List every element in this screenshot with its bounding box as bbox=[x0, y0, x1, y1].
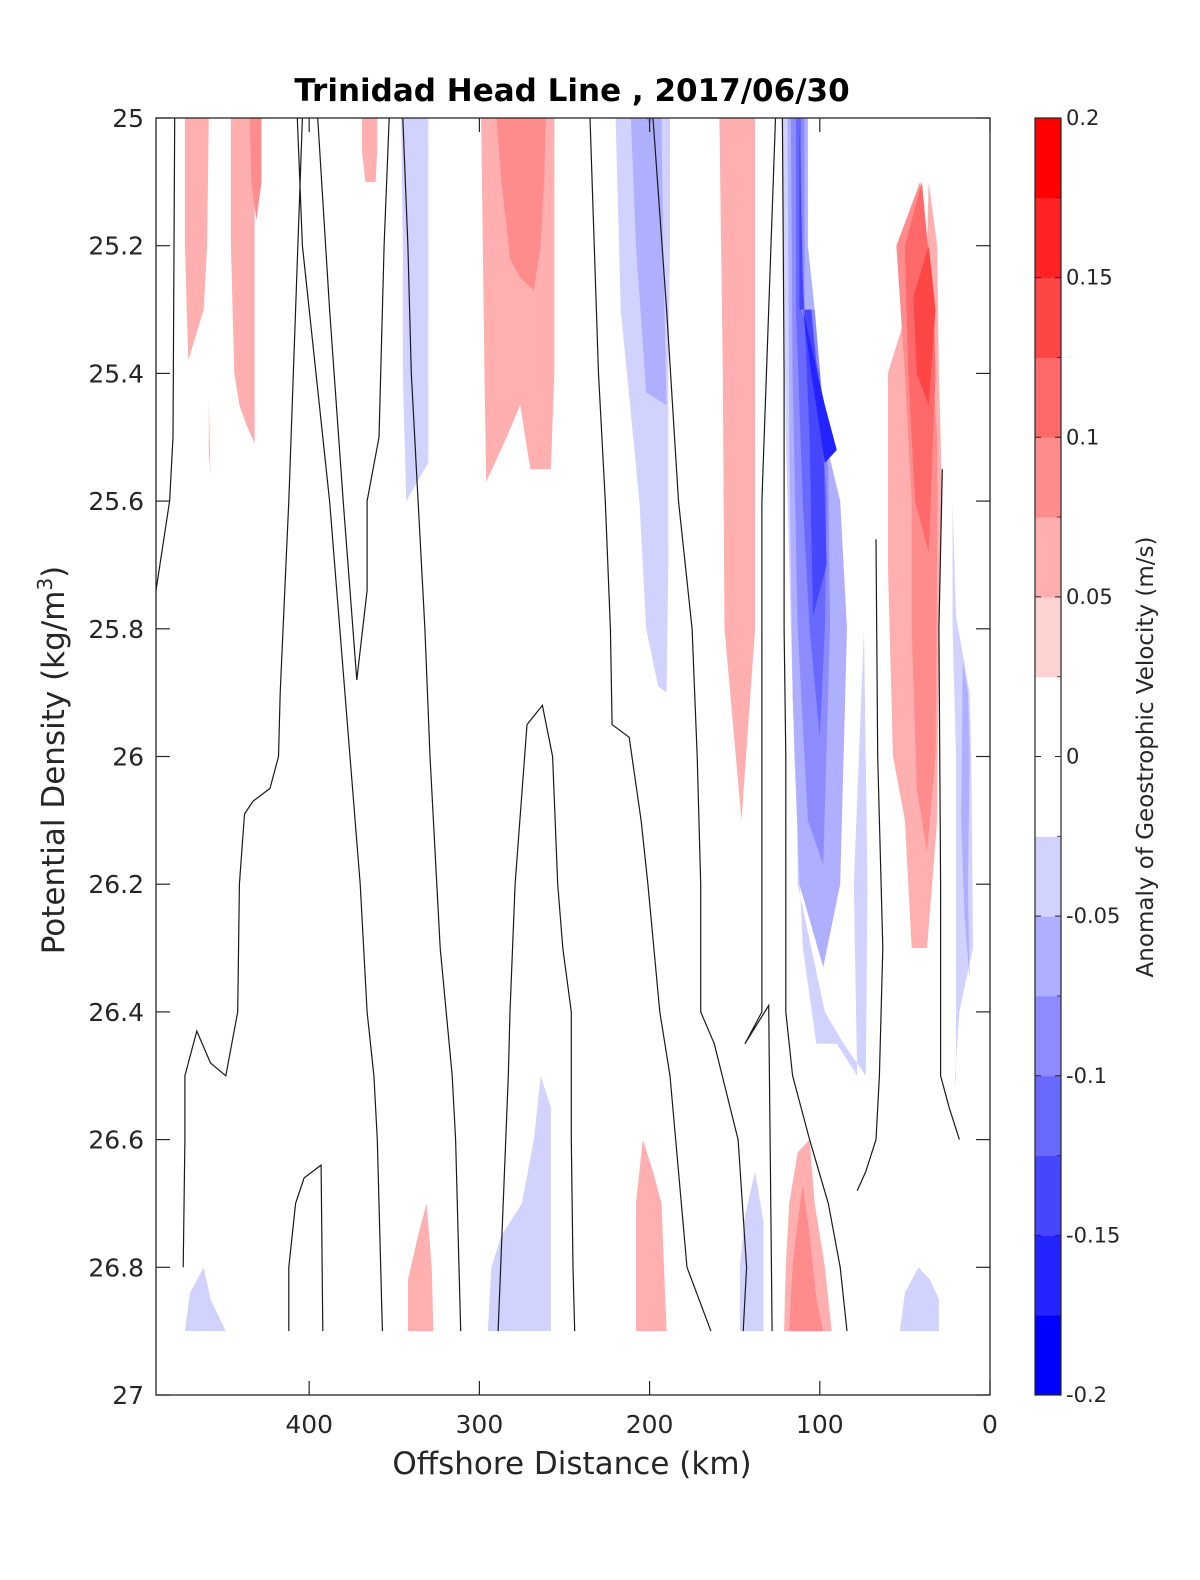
anomaly-region bbox=[407, 1203, 434, 1332]
colorbar-band bbox=[1035, 357, 1061, 438]
colorbar-band bbox=[1035, 836, 1061, 917]
chart-title: Trinidad Head Line , 2017/06/30 bbox=[294, 73, 849, 109]
zero-contour-line bbox=[317, 118, 390, 680]
zero-contour-line bbox=[781, 118, 848, 1332]
anomaly-region bbox=[249, 118, 262, 221]
anomaly-region bbox=[636, 1139, 667, 1332]
colorbar-band bbox=[1035, 517, 1061, 598]
colorbar-band bbox=[1035, 1155, 1061, 1236]
y-tick-label: 26.2 bbox=[88, 870, 144, 899]
anomaly-region bbox=[487, 1075, 551, 1332]
colorbar-tick-label: 0 bbox=[1066, 745, 1079, 769]
colorbar-band bbox=[1035, 118, 1061, 199]
anomaly-region bbox=[208, 398, 211, 476]
colorbar-band bbox=[1035, 596, 1061, 678]
plot-frame bbox=[155, 117, 991, 1396]
y-tick-labels: 25 25.2 25.4 25.6 25.8 26 26.2 26.4 26.6 26.8 27 bbox=[88, 104, 144, 1410]
y-tick-label: 26.6 bbox=[88, 1126, 144, 1155]
plot-area bbox=[155, 117, 991, 1396]
colorbar-tick-label: 0.2 bbox=[1066, 106, 1099, 130]
zero-contour-line bbox=[744, 118, 777, 1332]
colorbar-band bbox=[1035, 1235, 1061, 1316]
y-tick-label: 25.4 bbox=[88, 359, 144, 388]
colorbar-band bbox=[1035, 197, 1061, 279]
colorbar-tick-label: -0.1 bbox=[1066, 1064, 1107, 1088]
y-tick-label: 25.6 bbox=[88, 487, 144, 516]
y-tick-label: 25 bbox=[112, 104, 144, 133]
colorbar-tick-label: 0.05 bbox=[1066, 585, 1113, 609]
zero-contour-line bbox=[589, 118, 712, 1332]
colorbar-label: Anomaly of Geostrophic Velocity (m/s) bbox=[1133, 537, 1159, 978]
colorbar-band bbox=[1035, 277, 1061, 358]
colorbar-band bbox=[1035, 676, 1061, 757]
x-tick-label: 400 bbox=[285, 1410, 333, 1439]
zero-contour-line bbox=[856, 539, 884, 1191]
zero-contour-line bbox=[497, 704, 576, 1332]
zero-contour-line bbox=[288, 1163, 324, 1332]
zero-contour-line bbox=[938, 469, 960, 1140]
y-tick-label: 26.4 bbox=[88, 998, 144, 1027]
colorbar-band bbox=[1035, 756, 1061, 837]
y-tick-label: 25.2 bbox=[88, 232, 144, 261]
zero-contour-line bbox=[182, 118, 303, 1268]
colorbar-band bbox=[1035, 437, 1061, 518]
y-axis-label-main: Potential Density (kg/m bbox=[36, 591, 72, 955]
zero-contour-line bbox=[652, 118, 748, 1332]
anomaly-region bbox=[961, 660, 970, 980]
x-tick-label: 300 bbox=[456, 1410, 504, 1439]
x-tick-labels: 400 300 200 100 0 bbox=[285, 1410, 998, 1439]
anomaly-region bbox=[361, 118, 378, 182]
colorbar-tick-label: -0.05 bbox=[1066, 904, 1120, 928]
anomaly-region bbox=[496, 118, 546, 291]
y-axis-label: Potential Density (kg/m3) bbox=[33, 566, 72, 955]
x-tick-label: 100 bbox=[796, 1410, 844, 1439]
y-tick-label: 26 bbox=[112, 743, 144, 772]
colorbar-tick-label: 0.15 bbox=[1066, 266, 1113, 290]
colorbar-band bbox=[1035, 1075, 1061, 1157]
anomaly-region bbox=[230, 118, 255, 444]
anomaly-fill-layer bbox=[184, 118, 973, 1332]
x-axis-label: Offshore Distance (km) bbox=[392, 1446, 751, 1482]
anomaly-region bbox=[913, 245, 936, 406]
zero-contour-line bbox=[296, 118, 383, 1332]
colorbar-band bbox=[1035, 916, 1061, 997]
y-axis-label-superscript: 3 bbox=[33, 578, 57, 591]
y-tick-label: 27 bbox=[112, 1381, 144, 1410]
y-tick-label: 26.8 bbox=[88, 1253, 144, 1282]
zero-contour-layer bbox=[156, 118, 960, 1332]
colorbar-band bbox=[1035, 1315, 1061, 1396]
anomaly-region bbox=[184, 118, 209, 361]
colorbar-tick-label: -0.2 bbox=[1066, 1383, 1107, 1407]
anomaly-region bbox=[789, 1184, 824, 1332]
anomaly-region bbox=[719, 118, 756, 821]
y-tick-label: 25.8 bbox=[88, 615, 144, 644]
colorbar-band bbox=[1035, 995, 1061, 1077]
anomaly-region bbox=[401, 118, 429, 502]
anomaly-region bbox=[184, 1267, 226, 1332]
colorbar-tick-label: -0.15 bbox=[1066, 1223, 1120, 1247]
y-axis-label-tail: ) bbox=[36, 566, 72, 578]
anomaly-region bbox=[899, 1267, 939, 1332]
colorbar-ticks: 0.2 0.15 0.1 0.05 0 -0.05 -0.1 -0.15 -0.2 bbox=[1035, 106, 1120, 1407]
colorbar-tick-label: 0.1 bbox=[1066, 425, 1099, 449]
x-tick-label: 0 bbox=[982, 1410, 998, 1439]
zero-contour-line bbox=[402, 118, 462, 1332]
zero-contour-line bbox=[156, 118, 176, 591]
x-tick-label: 200 bbox=[626, 1410, 674, 1439]
colorbar-bands bbox=[1035, 118, 1061, 1396]
colorbar: 0.2 0.15 0.1 0.05 0 -0.05 -0.1 -0.15 -0.2 Anomal… bbox=[1034, 106, 1159, 1407]
anomaly-region bbox=[802, 309, 837, 463]
